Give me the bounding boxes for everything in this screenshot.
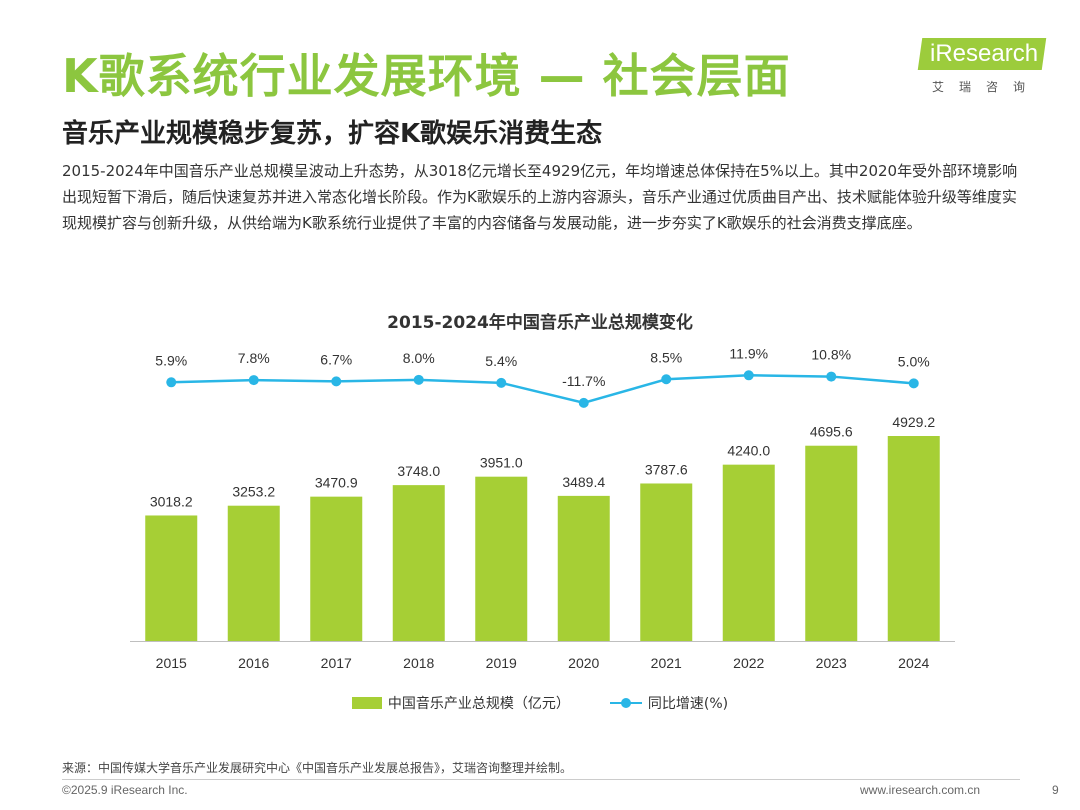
bar-2015 xyxy=(145,515,198,641)
bar-2016 xyxy=(227,505,280,641)
footer-divider xyxy=(62,779,1020,780)
bar-label-2021: 3787.6 xyxy=(645,461,688,477)
logo-subtitle: 艾瑞咨询 xyxy=(932,80,1041,94)
bar-2024 xyxy=(887,436,940,641)
iresearch-logo: iResearch 艾瑞咨询 xyxy=(917,38,1050,94)
legend-bar-swatch xyxy=(351,697,382,709)
growth-point-2016 xyxy=(248,375,259,386)
x-tick-2023: 2023 xyxy=(816,655,847,671)
growth-label-2021: 8.5% xyxy=(650,349,682,365)
source-note: 来源：中国传媒大学音乐产业发展研究中心《中国音乐产业发展总报告》，艾瑞咨询整理并… xyxy=(62,761,573,775)
website: www.iresearch.com.cn xyxy=(860,783,981,797)
page-number: 9 xyxy=(1052,783,1059,797)
bar-label-2019: 3951.0 xyxy=(480,455,523,471)
bar-label-2023: 4695.6 xyxy=(810,424,853,440)
bar-label-2020: 3489.4 xyxy=(562,474,605,490)
growth-point-2015 xyxy=(166,377,177,388)
growth-point-2024 xyxy=(908,378,919,389)
chart-title: 2015-2024年中国音乐产业总规模变化 xyxy=(387,313,693,333)
x-tick-2018: 2018 xyxy=(403,655,434,671)
x-tick-2021: 2021 xyxy=(651,655,682,671)
growth-label-2024: 5.0% xyxy=(898,353,930,369)
growth-label-2018: 8.0% xyxy=(403,350,435,366)
bar-2020 xyxy=(557,495,610,641)
bar-2017 xyxy=(310,496,363,641)
bar-label-2015: 3018.2 xyxy=(150,493,193,509)
growth-point-2019 xyxy=(496,377,507,388)
growth-point-2021 xyxy=(661,374,672,385)
bar-2021 xyxy=(640,483,693,641)
logo-wordmark: iResearch xyxy=(930,40,1039,67)
bar-label-2024: 4929.2 xyxy=(892,414,935,430)
legend-bar-label: 中国音乐产业总规模（亿元） xyxy=(387,696,570,712)
page-title: K歌系统行业发展环境 — 社会层面 xyxy=(62,49,791,103)
growth-label-2022: 11.9% xyxy=(729,345,768,361)
legend-item-line: 同比增速(%) xyxy=(609,693,729,713)
bar-2022 xyxy=(722,464,775,641)
x-tick-2024: 2024 xyxy=(898,655,929,671)
bar-label-2018: 3748.0 xyxy=(397,463,440,479)
x-tick-2019: 2019 xyxy=(486,655,517,671)
x-tick-2017: 2017 xyxy=(321,655,352,671)
copyright: ©2025.9 iResearch Inc. xyxy=(62,783,188,797)
legend-line-swatch xyxy=(609,697,642,709)
x-tick-2016: 2016 xyxy=(238,655,269,671)
x-tick-2015: 2015 xyxy=(156,655,187,671)
growth-label-2020: -11.7% xyxy=(562,373,605,389)
bar-label-2017: 3470.9 xyxy=(315,475,358,491)
chart-legend: 中国音乐产业总规模（亿元） 同比增速(%) xyxy=(0,693,1080,713)
growth-label-2017: 6.7% xyxy=(320,351,352,367)
growth-point-2020 xyxy=(578,397,589,408)
page-subtitle: 音乐产业规模稳步复苏，扩容K歌娱乐消费生态 xyxy=(62,119,603,149)
page-description: 2015-2024年中国音乐产业总规模呈波动上升态势，从3018亿元增长至492… xyxy=(62,162,1018,232)
bar-2018 xyxy=(392,485,445,641)
x-tick-2020: 2020 xyxy=(568,655,599,671)
growth-label-2016: 7.8% xyxy=(238,350,270,366)
growth-label-2023: 10.8% xyxy=(811,347,851,363)
bar-label-2022: 4240.0 xyxy=(727,443,770,459)
growth-point-2018 xyxy=(413,374,424,385)
x-tick-2022: 2022 xyxy=(733,655,764,671)
growth-line xyxy=(171,374,914,405)
growth-point-2022 xyxy=(743,370,754,381)
bar-label-2016: 3253.2 xyxy=(232,484,275,500)
bar-2023 xyxy=(805,445,858,641)
growth-point-2023 xyxy=(826,371,837,382)
growth-label-2019: 5.4% xyxy=(485,353,517,369)
growth-label-2015: 5.9% xyxy=(155,352,187,368)
bar-2019 xyxy=(475,476,528,641)
legend-item-bar: 中国音乐产业总规模（亿元） xyxy=(351,693,570,713)
legend-line-label: 同比增速(%) xyxy=(647,696,729,712)
growth-point-2017 xyxy=(331,376,342,387)
